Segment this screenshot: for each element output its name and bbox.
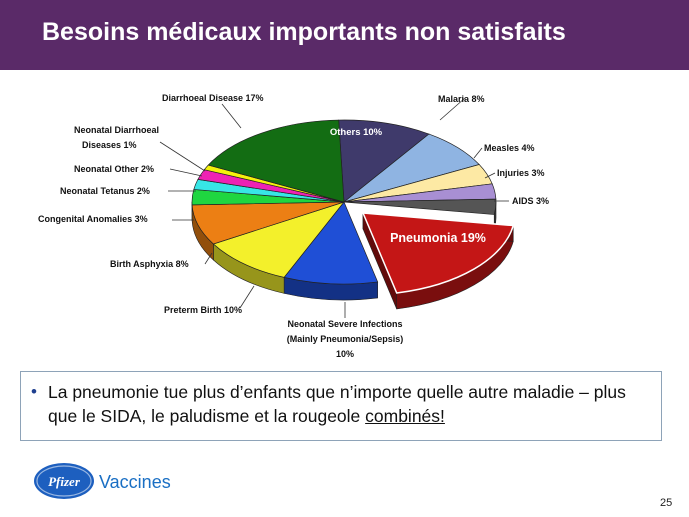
slice-diarrhoeal-disease-17: [207, 119, 345, 203]
leader-line-neonatal-other: [169, 168, 203, 177]
label-neonatal-other: Neonatal Other 2%: [74, 164, 154, 174]
slide-title: Besoins médicaux importants non satisfai…: [42, 18, 566, 46]
label-congenital: Congenital Anomalies 3%: [38, 214, 148, 224]
label-tetanus: Neonatal Tetanus 2%: [60, 186, 150, 196]
label-measles: Measles 4%: [484, 143, 535, 153]
label-diarrhoeal: Diarrhoeal Disease 17%: [162, 93, 264, 103]
slice-others-10: [338, 119, 430, 203]
callout-main-text: La pneumonie tue plus d’enfants que n’im…: [48, 382, 626, 426]
label-malaria: Malaria 8%: [438, 94, 485, 104]
leader-line-preterm: [239, 285, 255, 309]
leader-line-injuries: [484, 172, 496, 179]
callout-box: • La pneumonie tue plus d’enfants que n’…: [20, 371, 662, 441]
title-bar: Besoins médicaux importants non satisfai…: [0, 0, 689, 70]
label-aids: AIDS 3%: [512, 196, 549, 206]
bullet-icon: •: [31, 382, 37, 401]
label-neonatal-severe-line3: 10%: [336, 349, 354, 359]
leader-lines: [159, 97, 509, 318]
pfizer-logo: Pfizer: [34, 463, 94, 499]
label-asphyxia: Birth Asphyxia 8%: [110, 259, 189, 269]
slice-neonatal-severe-infections-mainly-pneumonia-sepsis-10: [283, 201, 379, 285]
label-neonatal-diarrhoeal-line1: Neonatal Diarrhoeal: [74, 125, 159, 135]
label-neonatal-severe-line1: Neonatal Severe Infections: [287, 319, 402, 329]
leader-line-asphyxia: [204, 252, 213, 265]
label-neonatal-severe-line2: (Mainly Pneumonia/Sepsis): [287, 334, 404, 344]
pie-chart: Others 10% Malaria 8% Measles 4% Injurie…: [38, 93, 549, 359]
leader-line-neonatal-diarrhoeal: [159, 141, 206, 172]
callout-text: La pneumonie tue plus d’enfants que n’im…: [48, 380, 653, 428]
label-others: Others 10%: [330, 127, 383, 138]
pie-top-layer: [191, 119, 515, 294]
label-pneumonia: Pneumonia 19%: [390, 231, 486, 245]
leader-line-diarrhoeal: [221, 103, 242, 129]
label-neonatal-diarrhoeal-line2: Diseases 1%: [82, 140, 137, 150]
label-preterm: Preterm Birth 10%: [164, 305, 242, 315]
brand-label: Vaccines: [99, 472, 171, 492]
leader-line-malaria: [439, 97, 466, 121]
callout-underlined-text: combinés!: [365, 406, 445, 426]
slice-pneumonia-19: [361, 212, 515, 294]
slice-aids-3: [343, 198, 497, 215]
label-injuries: Injuries 3%: [497, 168, 545, 178]
page-number: 25: [660, 497, 673, 509]
pfizer-logo-text: Pfizer: [48, 474, 81, 489]
leader-line-measles: [473, 147, 483, 159]
slice-preterm-birth-10: [212, 201, 345, 278]
slice-labels: Others 10% Malaria 8% Measles 4% Injurie…: [38, 93, 549, 359]
